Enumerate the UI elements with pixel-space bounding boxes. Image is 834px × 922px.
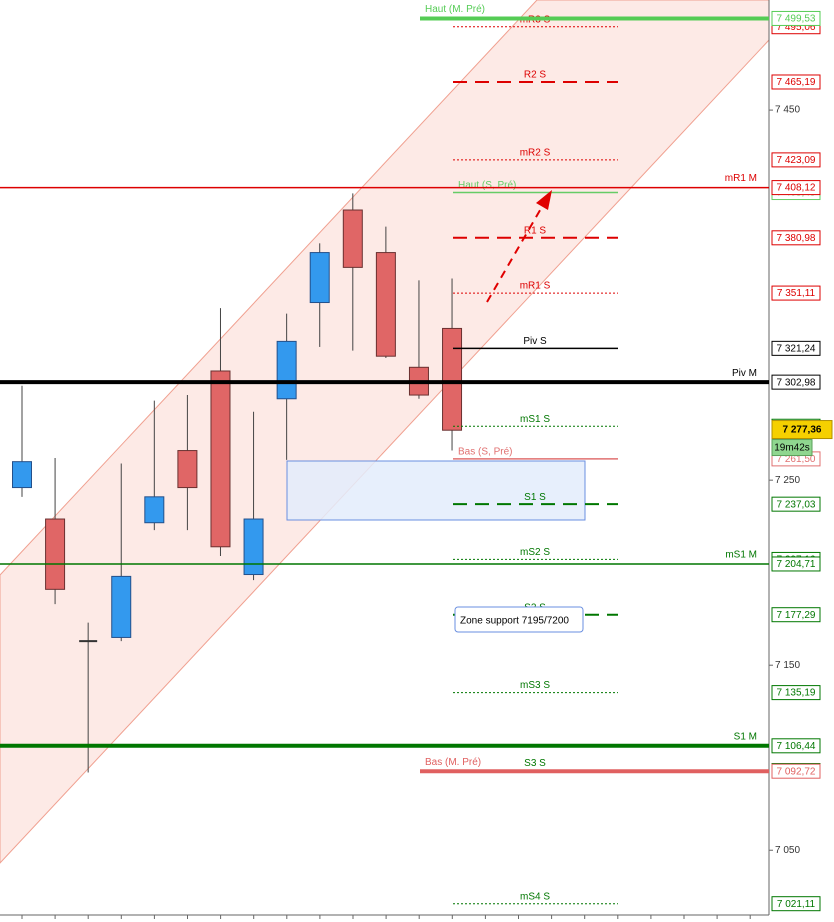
level-value-box: [771, 896, 821, 912]
candle-body: [177, 450, 198, 489]
candle-body: [111, 575, 132, 638]
level-value-label: 7 021,11: [777, 899, 816, 910]
y-tick-label: 7 250: [775, 475, 800, 486]
level-value-box: [771, 74, 821, 90]
level-value-label: 7 106,44: [777, 741, 816, 752]
level-value-box: [771, 180, 821, 196]
level-value-box: [771, 556, 821, 572]
level-value-box: [771, 152, 821, 168]
session-level-label: mS2 S: [520, 547, 550, 558]
level-value-label: 7 408,12: [777, 183, 816, 194]
level-value-label: 7 302,98: [777, 377, 816, 388]
candle-body: [45, 518, 66, 590]
level-value-label: 7 135,19: [777, 688, 816, 699]
level-value-box: [771, 285, 821, 301]
candle-body: [210, 370, 231, 548]
level-value-box: [771, 607, 821, 623]
monthly-level-label: Haut (M. Pré): [425, 4, 485, 15]
timer-box: [771, 439, 813, 457]
last-price: 7 277,36: [783, 425, 822, 436]
level-value-label: 7 321,24: [777, 343, 816, 354]
session-level-label: Haut (S, Pré): [458, 180, 516, 191]
level-value-label: 7 237,03: [777, 499, 816, 510]
level-value-label: 7 092,72: [777, 766, 816, 777]
candle-body: [12, 461, 32, 489]
level-value-label: 7 177,29: [777, 610, 816, 621]
session-level-label: R2 S: [524, 70, 547, 81]
level-value-label: 7 423,09: [777, 155, 816, 166]
level-value-box: [771, 763, 821, 779]
y-tick-label: 7 150: [775, 660, 800, 671]
monthly-level-label: Bas (M. Pré): [425, 757, 481, 768]
candle-body: [342, 209, 363, 268]
timer: 19m42s: [774, 443, 810, 454]
y-tick-label: 7 450: [775, 105, 800, 116]
annotation: Zone support 7195/7200: [460, 616, 569, 627]
session-level-label: Piv S: [523, 336, 547, 347]
candle-body: [144, 496, 165, 524]
level-value-box: [771, 738, 821, 754]
session-level-label: mR2 S: [520, 148, 551, 159]
candle-body: [442, 327, 463, 431]
candle-body: [243, 518, 264, 576]
candle-body: [375, 252, 396, 357]
monthly-level-label: mS1 M: [725, 550, 757, 561]
level-value-box: [771, 685, 821, 701]
monthly-level-label: mR1 M: [725, 173, 757, 184]
arrow-head: [536, 190, 552, 210]
last-price-box: [771, 420, 833, 440]
level-value-box: [771, 340, 821, 356]
level-value-label: 7 380,98: [777, 233, 816, 244]
level-value-label: 7 465,19: [777, 77, 816, 88]
level-value-label: 7 499,53: [777, 14, 816, 25]
level-value-label: 7 495,06: [777, 22, 816, 33]
annotation-box: [454, 606, 584, 633]
session-level-label: Bas (S, Pré): [458, 447, 512, 458]
level-value-box: [771, 230, 821, 246]
session-level-label: mS3 S: [520, 680, 550, 691]
level-value-box: [771, 10, 821, 26]
level-value-label: 7 261,50: [777, 454, 816, 465]
session-level-label: R1 S: [524, 225, 547, 236]
level-value-label: 7 204,71: [777, 559, 816, 570]
axis-labels: 7 450 7 250 7 150 7 050 7 495,06 7 465,19 7 42…: [769, 10, 833, 912]
arrow: [486, 204, 544, 303]
monthly-level-label: S1 M: [734, 731, 757, 742]
support-zone: [286, 460, 586, 521]
candles: [12, 193, 463, 773]
y-tick-label: 7 050: [775, 845, 800, 856]
channel: [0, 0, 770, 864]
session-level-label: mS4 S: [520, 891, 550, 902]
level-value-box: [771, 374, 821, 390]
session-level-label: S3 S: [524, 758, 546, 769]
session-level-label: mR1 S: [520, 281, 551, 292]
level-value-label: 7 351,11: [777, 288, 816, 299]
session-level-label: mS1 S: [520, 414, 550, 425]
candle-body: [309, 252, 330, 304]
monthly-level-label: Piv M: [732, 368, 757, 379]
session-level-label: S1 S: [524, 492, 546, 503]
candle-body: [276, 340, 297, 400]
level-value-box: [771, 496, 821, 512]
